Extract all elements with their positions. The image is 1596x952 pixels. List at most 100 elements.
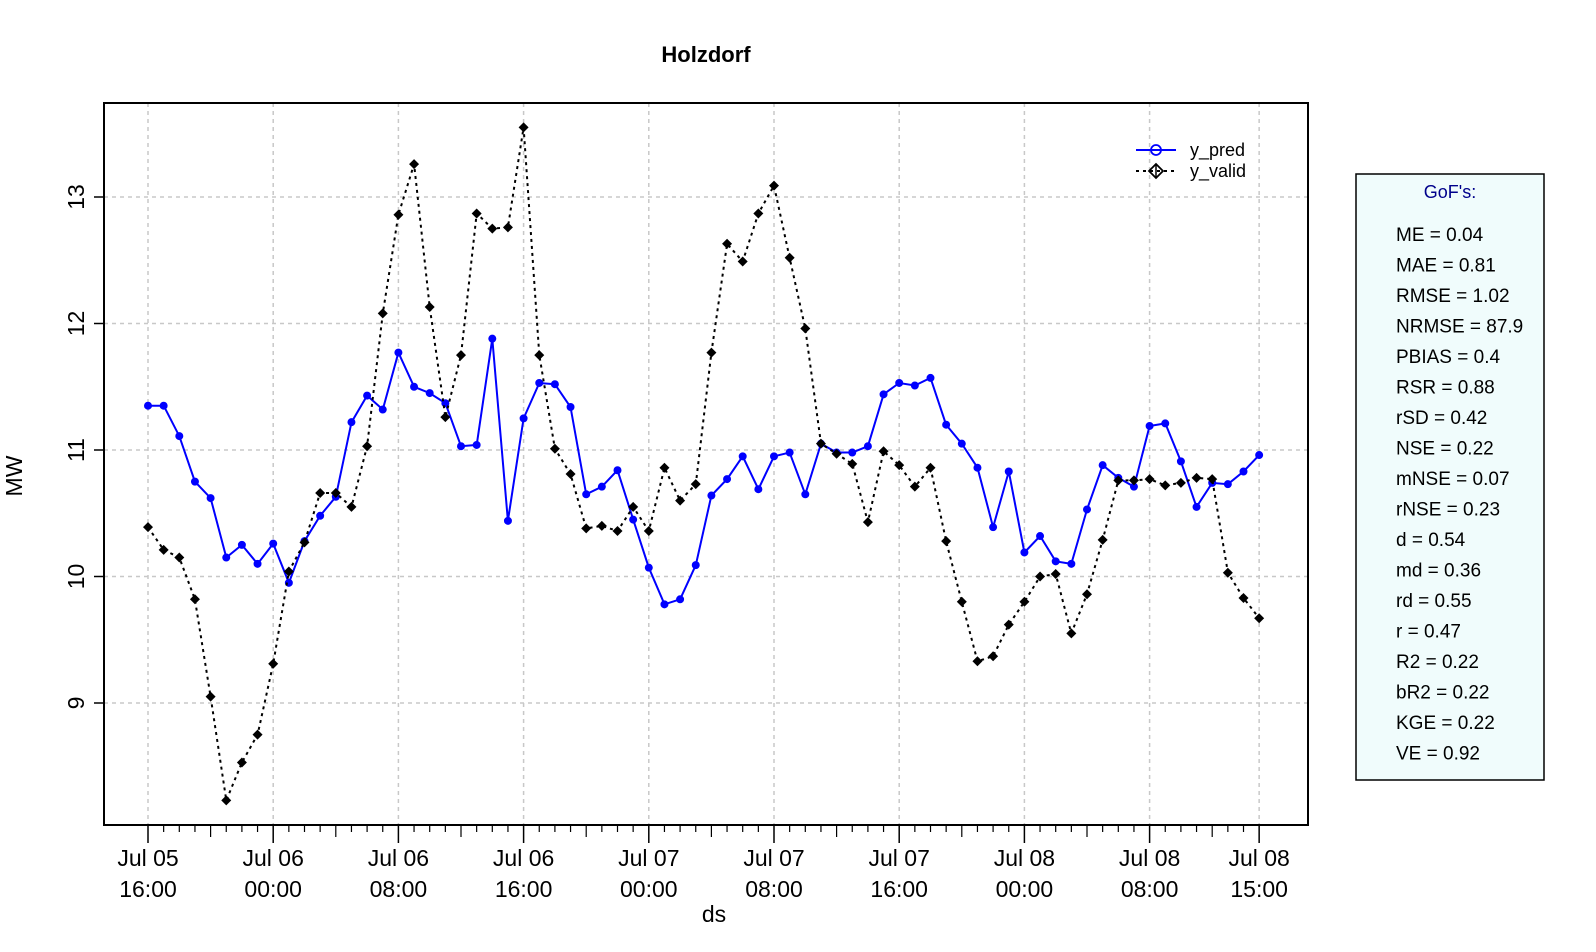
- x-tick-label: 00:00: [996, 876, 1054, 902]
- data-point-y_pred: [1176, 457, 1185, 466]
- data-point-y_pred: [190, 477, 199, 486]
- series-line-y_pred: [148, 338, 1260, 606]
- gof-item: mNSE = 0.07: [1396, 469, 1510, 490]
- data-point-y_valid: [1191, 472, 1202, 483]
- data-point-y_pred: [926, 373, 935, 382]
- data-point-y_pred: [910, 381, 919, 390]
- gof-item: rd = 0.55: [1396, 591, 1472, 612]
- data-point-y_valid: [456, 350, 466, 361]
- data-point-y_pred: [253, 559, 262, 568]
- x-tick-label: Jul 07: [869, 845, 930, 871]
- data-point-y_valid: [252, 729, 263, 740]
- legend-label-y_pred: y_pred: [1190, 140, 1245, 161]
- data-point-y_valid: [1238, 593, 1249, 604]
- data-point-y_valid: [1207, 474, 1218, 485]
- gof-item: MAE = 0.81: [1396, 256, 1496, 277]
- data-point-y_pred: [707, 491, 716, 500]
- data-point-y_valid: [471, 208, 482, 219]
- data-point-y_valid: [769, 180, 779, 191]
- data-point-y_pred: [566, 402, 575, 411]
- data-point-y_pred: [942, 420, 951, 429]
- data-point-y_valid: [143, 522, 153, 533]
- y-tick-label: 10: [63, 564, 89, 590]
- x-tick-label: 00:00: [244, 876, 302, 902]
- x-tick-label: 16:00: [870, 876, 928, 902]
- gof-item: NSE = 0.22: [1396, 439, 1494, 460]
- data-point-y_valid: [1160, 480, 1171, 491]
- data-point-y_pred: [1067, 559, 1076, 568]
- data-point-y_pred: [550, 380, 559, 389]
- data-point-y_pred: [770, 452, 778, 461]
- data-point-y_pred: [1051, 557, 1060, 566]
- data-point-y_valid: [440, 412, 451, 423]
- data-point-y_pred: [754, 485, 763, 494]
- data-point-y_pred: [676, 595, 685, 604]
- gof-item: r = 0.47: [1396, 622, 1461, 643]
- x-tick-label: Jul 05: [117, 845, 178, 871]
- data-point-y_valid: [330, 488, 341, 499]
- legend-marker-y_pred: [1150, 144, 1162, 156]
- gof-item: RMSE = 1.02: [1396, 286, 1510, 307]
- data-point-y_pred: [895, 378, 904, 387]
- x-tick-label: Jul 06: [368, 845, 429, 871]
- data-point-y_pred: [1036, 532, 1045, 541]
- data-point-y_valid: [1050, 568, 1061, 579]
- data-point-y_pred: [237, 540, 246, 549]
- data-point-y_valid: [315, 488, 326, 499]
- data-point-y_pred: [785, 448, 794, 457]
- data-point-y_pred: [503, 516, 512, 525]
- x-tick-label: Jul 07: [743, 845, 804, 871]
- data-point-y_pred: [629, 515, 638, 524]
- x-tick-label: 00:00: [620, 876, 678, 902]
- data-point-y_pred: [1239, 467, 1248, 476]
- data-point-y_valid: [862, 517, 873, 528]
- data-point-y_pred: [848, 448, 857, 457]
- data-point-y_valid: [800, 323, 811, 334]
- x-tick-label: Jul 06: [493, 845, 554, 871]
- data-point-y_pred: [644, 563, 653, 572]
- data-point-y_valid: [377, 308, 388, 319]
- gof-item: VE = 0.92: [1396, 744, 1480, 765]
- data-point-y_pred: [879, 390, 888, 399]
- data-point-y_valid: [268, 658, 279, 669]
- data-point-y_valid: [518, 122, 529, 133]
- data-point-y_pred: [738, 452, 747, 461]
- data-point-y_pred: [989, 523, 998, 532]
- data-point-y_pred: [597, 482, 606, 491]
- data-point-y_valid: [1144, 474, 1155, 485]
- data-point-y_valid: [972, 656, 983, 667]
- data-point-y_pred: [1161, 419, 1170, 428]
- data-point-y_valid: [690, 479, 701, 490]
- data-point-y_pred: [863, 442, 872, 451]
- data-point-y_valid: [722, 238, 733, 249]
- x-tick-label: Jul 06: [243, 845, 304, 871]
- data-point-y_pred: [519, 414, 528, 423]
- data-point-y_valid: [534, 350, 545, 361]
- data-point-y_pred: [159, 401, 168, 410]
- data-point-y_valid: [487, 223, 498, 234]
- data-point-y_valid: [346, 501, 357, 512]
- data-point-y_pred: [488, 334, 497, 343]
- data-point-y_valid: [393, 209, 404, 220]
- data-point-y_valid: [956, 596, 967, 607]
- gof-item: R2 = 0.22: [1396, 652, 1479, 673]
- data-point-y_valid: [502, 222, 513, 233]
- data-point-y_valid: [1035, 571, 1046, 582]
- x-tick-label: 15:00: [1230, 876, 1288, 902]
- data-point-y_pred: [1004, 467, 1013, 476]
- data-point-y_pred: [316, 511, 325, 520]
- data-point-y_valid: [784, 252, 795, 263]
- data-point-y_valid: [158, 544, 169, 555]
- data-point-y_pred: [1145, 421, 1154, 430]
- x-tick-label: Jul 08: [1119, 845, 1180, 871]
- data-point-y_pred: [175, 432, 184, 441]
- data-point-y_valid: [221, 795, 232, 806]
- data-point-y_pred: [1255, 451, 1264, 460]
- y-tick-label: 11: [63, 438, 89, 462]
- legend-label-y_valid: y_valid: [1190, 161, 1246, 182]
- data-point-y_pred: [723, 475, 732, 484]
- y-axis-label: MW: [1, 455, 27, 496]
- data-point-y_valid: [236, 757, 247, 768]
- data-point-y_pred: [269, 539, 278, 548]
